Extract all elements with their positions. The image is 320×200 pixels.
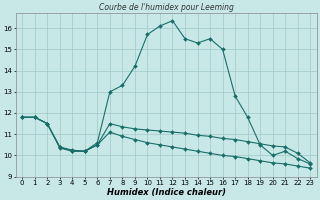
X-axis label: Humidex (Indice chaleur): Humidex (Indice chaleur) — [107, 188, 226, 197]
Title: Courbe de l'humidex pour Leeming: Courbe de l'humidex pour Leeming — [99, 3, 234, 12]
